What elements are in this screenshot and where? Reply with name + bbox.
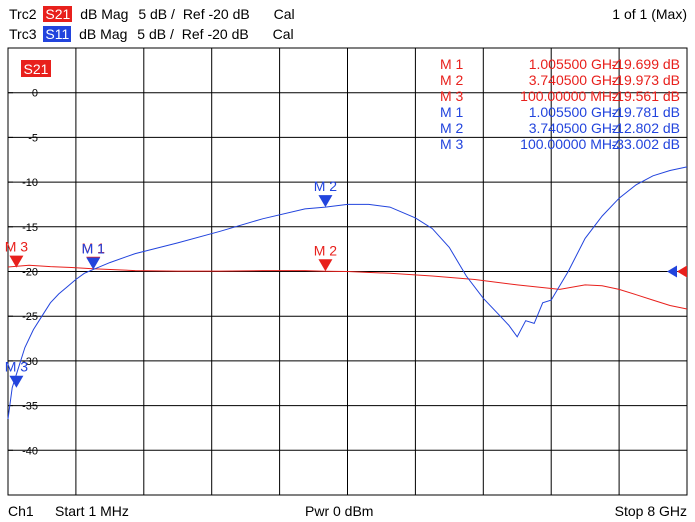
marker-label: M 1: [82, 240, 106, 256]
y-tick-label: -30: [22, 356, 38, 368]
marker-readout-freq: 3.740500 GHz: [529, 72, 619, 88]
trace-format: dB Mag: [80, 6, 129, 22]
trace-param-badge[interactable]: S11: [43, 26, 72, 42]
marker-label: M 2: [314, 178, 338, 194]
trace-header-1[interactable]: Trc2 S21 dB Mag 5 dB / Ref -20 dB Cal: [9, 6, 295, 22]
marker-readout-freq: 100.00000 MHz: [520, 136, 619, 152]
trace-scale: 5 dB /: [137, 26, 174, 42]
y-tick-label: 0: [32, 88, 38, 100]
marker-label: M 3: [5, 239, 29, 255]
marker-triangle-s11[interactable]: [9, 375, 24, 388]
series-line-s21[interactable]: [7, 264, 688, 310]
y-tick-label: -10: [22, 177, 38, 189]
marker-triangle-s21[interactable]: [9, 255, 24, 268]
marker-readout-label: M 2: [440, 72, 464, 88]
y-tick-label: -15: [22, 222, 38, 234]
marker-label: M 1: [82, 241, 106, 257]
marker-readout-value: -19.561 dB: [612, 88, 681, 104]
marker-triangle-s11[interactable]: [318, 195, 333, 208]
marker-readout-value: -19.973 dB: [612, 72, 681, 88]
start-frequency: Start 1 MHz: [55, 503, 129, 519]
page-indicator: 1 of 1 (Max): [612, 6, 687, 22]
reference-arrow-s11: [667, 265, 677, 278]
trace-name: Trc3: [9, 26, 37, 42]
stop-frequency: Stop 8 GHz: [614, 503, 687, 519]
marker-readout-label: M 1: [440, 104, 464, 120]
trace-cal: Cal: [273, 6, 295, 22]
marker-readout-value: -19.699 dB: [612, 56, 681, 72]
power-level: Pwr 0 dBm: [305, 503, 374, 519]
marker-readout-label: M 1: [440, 56, 464, 72]
trace-ref: Ref -20 dB: [182, 6, 250, 22]
trace-scale: 5 dB /: [138, 6, 175, 22]
trace-name: Trc2: [9, 6, 37, 22]
marker-readout-freq: 100.00000 MHz: [520, 88, 619, 104]
y-tick-label: -5: [28, 132, 38, 144]
marker-readout-value: -19.781 dB: [612, 104, 681, 120]
marker-readout-label: M 3: [440, 88, 464, 104]
marker-readout-label: M 2: [440, 120, 464, 136]
marker-readout-value: -12.802 dB: [612, 120, 681, 136]
marker-label: M 3: [5, 359, 29, 375]
marker-triangle-s11[interactable]: [86, 257, 101, 270]
marker-readout-label: M 3: [440, 136, 464, 152]
y-tick-label: -20: [22, 267, 38, 279]
marker-readout-value: -33.002 dB: [612, 136, 681, 152]
trace-param-badge[interactable]: S21: [43, 6, 73, 22]
y-tick-label: -25: [22, 311, 38, 323]
y-tick-label: -40: [22, 445, 38, 457]
marker-readout-freq: 3.740500 GHz: [529, 120, 619, 136]
trace-format: dB Mag: [79, 26, 128, 42]
channel-label: Ch1: [8, 503, 34, 519]
active-trace-badge[interactable]: [21, 60, 51, 77]
active-trace-label: S21: [24, 61, 49, 77]
marker-label: M 2: [314, 242, 338, 258]
trace-cal: Cal: [272, 26, 294, 42]
trace-header-2[interactable]: Trc3 S11 dB Mag 5 dB / Ref -20 dB Cal: [9, 26, 294, 42]
marker-triangle-s21[interactable]: [318, 259, 333, 272]
marker-readout-freq: 1.005500 GHz: [529, 104, 619, 120]
trace-ref: Ref -20 dB: [181, 26, 249, 42]
y-tick-label: -35: [22, 401, 38, 413]
series-line-s11[interactable]: [7, 166, 688, 420]
marker-readout-freq: 1.005500 GHz: [529, 56, 619, 72]
reference-arrow-s21: [677, 265, 687, 278]
